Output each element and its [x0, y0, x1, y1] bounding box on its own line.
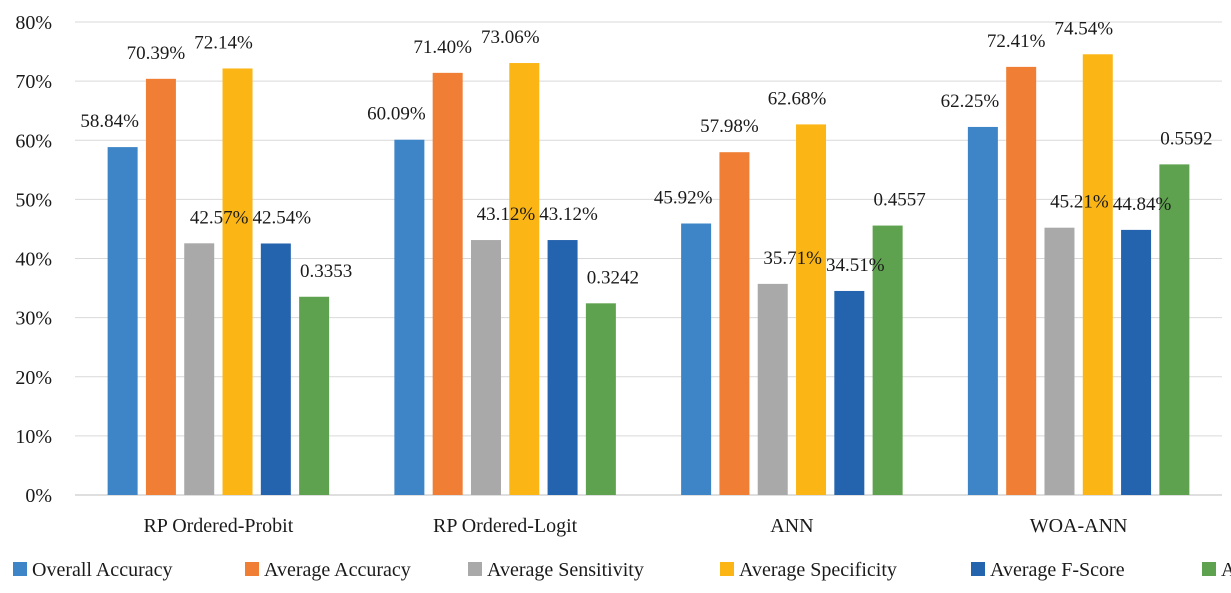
y-tick-label: 50% [15, 189, 52, 211]
y-tick-label: 80% [15, 12, 52, 34]
x-tick-label-rp-ordered-probit: RP Ordered-Probit [143, 515, 293, 537]
legend-label-auc: AUC [1221, 559, 1231, 581]
x-tick-label-ann: ANN [770, 515, 813, 537]
bar-auc-rp-ordered-logit [585, 303, 616, 495]
data-label-average-specificity-rp-ordered-probit: 72.14% [194, 32, 253, 53]
bar-average-sensitivity-ann [757, 283, 788, 495]
data-label-average-f-score-rp-ordered-probit: 42.54% [253, 207, 312, 228]
legend-label-average-sensitivity: Average Sensitivity [487, 559, 644, 581]
bar-average-sensitivity-rp-ordered-logit [470, 240, 501, 495]
legend-label-average-accuracy: Average Accuracy [264, 559, 411, 581]
data-label-average-accuracy-woa-ann: 72.41% [987, 31, 1046, 52]
data-label-average-specificity-woa-ann: 74.54% [1054, 18, 1113, 39]
bar-average-specificity-rp-ordered-probit [222, 68, 253, 495]
bar-overall-accuracy-rp-ordered-probit [107, 147, 138, 495]
x-tick-label-rp-ordered-logit: RP Ordered-Logit [433, 515, 578, 537]
bar-auc-ann [872, 225, 903, 495]
bar-overall-accuracy-woa-ann [967, 126, 998, 496]
data-label-auc-rp-ordered-probit: 0.3353 [300, 261, 352, 282]
data-label-average-f-score-woa-ann: 44.84% [1113, 194, 1172, 215]
y-tick-label: 40% [15, 249, 52, 271]
legend-swatch-average-f-score [971, 562, 985, 576]
bar-auc-woa-ann [1159, 164, 1190, 496]
bar-average-f-score-woa-ann [1121, 229, 1152, 496]
y-axis-tick-labels: 0% 10% 20% 30% 40% 50% 60% 70% 80% [15, 12, 52, 507]
data-label-auc-rp-ordered-logit: 0.3242 [587, 267, 639, 288]
data-label-overall-accuracy-rp-ordered-probit: 58.84% [80, 111, 139, 132]
y-tick-label: 10% [15, 426, 52, 448]
bar-average-sensitivity-rp-ordered-probit [184, 243, 215, 495]
bar-average-accuracy-ann [719, 152, 750, 496]
data-label-average-specificity-ann: 62.68% [768, 88, 827, 109]
data-label-auc-woa-ann: 0.5592 [1160, 128, 1212, 149]
data-label-average-f-score-rp-ordered-logit: 43.12% [539, 204, 598, 225]
bar-average-sensitivity-woa-ann [1044, 227, 1075, 496]
bar-average-specificity-ann [796, 124, 827, 495]
bar-average-f-score-ann [834, 290, 865, 495]
y-tick-label: 70% [15, 71, 52, 93]
y-tick-label: 20% [15, 367, 52, 389]
bar-average-f-score-rp-ordered-probit [260, 243, 291, 495]
legend-label-average-specificity: Average Specificity [739, 559, 897, 581]
bar-average-specificity-woa-ann [1082, 54, 1113, 495]
data-label-average-specificity-rp-ordered-logit: 73.06% [481, 27, 540, 48]
bar-auc-rp-ordered-probit [299, 296, 330, 495]
bar-average-accuracy-woa-ann [1006, 66, 1037, 495]
data-label-overall-accuracy-ann: 45.92% [654, 187, 713, 208]
data-label-average-accuracy-rp-ordered-probit: 70.39% [127, 43, 186, 64]
legend-swatch-average-sensitivity [468, 562, 482, 576]
data-label-average-accuracy-ann: 57.98% [700, 116, 759, 137]
y-tick-label: 0% [25, 485, 52, 507]
data-labels: 58.84% 70.39% 42.57% 72.14% 42.54% 0.3353 60.0… [80, 18, 1212, 288]
bar-average-f-score-rp-ordered-logit [547, 240, 578, 495]
data-label-average-f-score-ann: 34.51% [826, 255, 885, 276]
legend-swatch-auc [1202, 562, 1216, 576]
legend: Overall Accuracy Average Accuracy Average … [13, 559, 1231, 581]
data-label-average-sensitivity-rp-ordered-logit: 43.12% [477, 204, 536, 225]
data-label-average-sensitivity-ann: 35.71% [763, 248, 822, 269]
bar-overall-accuracy-rp-ordered-logit [394, 139, 425, 495]
legend-swatch-average-specificity [720, 562, 734, 576]
bar-average-accuracy-rp-ordered-logit [432, 72, 463, 495]
data-label-overall-accuracy-woa-ann: 62.25% [941, 91, 1000, 112]
bar-overall-accuracy-ann [681, 223, 712, 496]
bars [107, 54, 1190, 496]
legend-label-average-f-score: Average F-Score [990, 559, 1125, 581]
data-label-overall-accuracy-rp-ordered-logit: 60.09% [367, 104, 426, 125]
legend-swatch-overall-accuracy [13, 562, 27, 576]
data-label-average-sensitivity-rp-ordered-probit: 42.57% [190, 207, 249, 228]
data-label-average-accuracy-rp-ordered-logit: 71.40% [413, 37, 472, 58]
x-axis-category-labels: RP Ordered-Probit RP Ordered-Logit ANN WOA-… [143, 515, 1127, 537]
legend-label-overall-accuracy: Overall Accuracy [32, 559, 172, 581]
data-label-average-sensitivity-woa-ann: 45.21% [1050, 192, 1109, 213]
legend-swatch-average-accuracy [245, 562, 259, 576]
bar-average-accuracy-rp-ordered-probit [145, 78, 176, 495]
data-label-auc-ann: 0.4557 [874, 190, 926, 211]
x-tick-label-woa-ann: WOA-ANN [1030, 515, 1128, 537]
bar-average-specificity-rp-ordered-logit [509, 63, 540, 496]
y-tick-label: 60% [15, 130, 52, 152]
y-tick-label: 30% [15, 308, 52, 330]
